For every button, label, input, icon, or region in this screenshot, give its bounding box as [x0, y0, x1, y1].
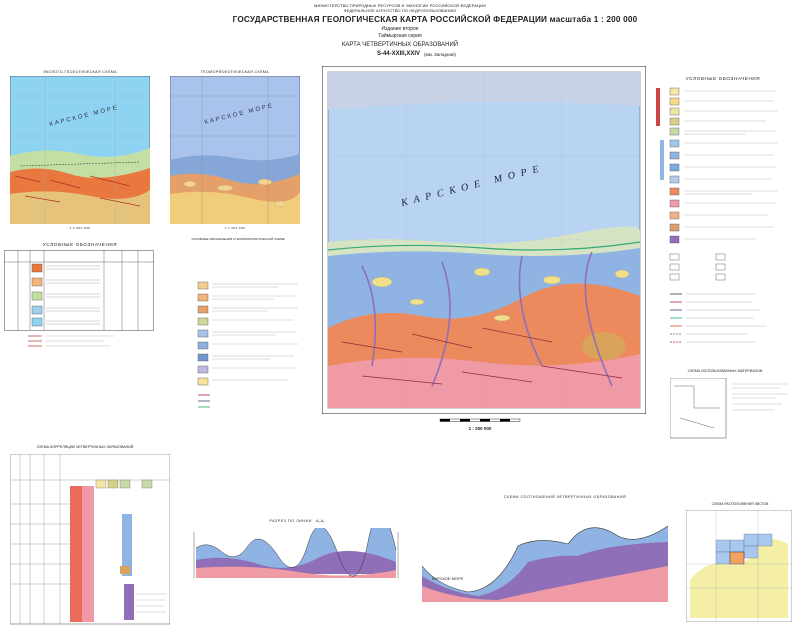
page-title: ГОСУДАРСТВЕННАЯ ГЕОЛОГИЧЕСКАЯ КАРТА РОСС…	[232, 15, 638, 24]
geomorph-map-scale: 1:1 000 000	[224, 226, 246, 230]
correlation-title: СХЕМА КОРРЕЛЯЦИИ ЧЕТВЕРТИЧНЫХ ОБРАЗОВАНИ…	[36, 445, 134, 449]
main-scale-bar	[439, 418, 521, 422]
index-map-title: СХЕМА РАСПОЛОЖЕНИЯ ЛИСТОВ	[711, 502, 769, 506]
main-map-scale: 1 : 200 000	[468, 426, 492, 431]
cross-section-profile	[193, 528, 399, 578]
profile-line-id: А₁-А₂	[316, 519, 325, 523]
relations-schema: КАРСКОЕ МОРЕ	[421, 525, 669, 602]
profile-title: РАЗРЕЗ ПО ЛИНИИ	[269, 519, 312, 523]
eco-map-title: ЭКОЛОГО-ГЕОЛОГИЧЕСКАЯ СХЕМА	[43, 70, 117, 74]
used-materials-title: СХЕМА ИСПОЛЬЗОВАННЫХ МАТЕРИАЛОВ	[687, 369, 763, 373]
geomorphological-map[interactable]: КАРСКОЕ МОРЕ	[170, 76, 300, 224]
eco-legend-table	[4, 250, 154, 347]
eco-geological-map[interactable]: КАРСКОЕ МОРЕ	[10, 76, 150, 224]
geomorph-legend	[197, 281, 298, 408]
map-type-title: КАРТА ЧЕТВЕРТИЧНЫХ ОБРАЗОВАНИЙ	[341, 42, 459, 48]
sheet-note: (мм. Западная)	[424, 52, 456, 57]
eco-legend-title: УСЛОВНЫЕ ОБОЗНАЧЕНИЯ	[42, 242, 118, 247]
main-quaternary-map[interactable]: КАРСКОЕ МОРЕ	[322, 66, 646, 414]
used-materials-schema	[670, 378, 788, 439]
relations-sea-label: КАРСКОЕ МОРЕ	[432, 576, 464, 581]
series-text: Таймырская серия	[378, 33, 422, 39]
eco-map-scale: 1:1 000 000	[69, 226, 91, 230]
geomorph-map-title: ГЕОМОРФОЛОГИЧЕСКАЯ СХЕМА	[200, 70, 270, 74]
main-legend	[656, 87, 778, 343]
geomorph-legend-title: УСЛОВНЫЕ ОБОЗНАЧЕНИЯ К ГЕОМОРФОЛОГИЧЕСКО…	[191, 237, 285, 241]
edition-text: Издание второе	[381, 26, 419, 32]
sheet-number: S-44-XXIII,XXIV	[376, 51, 420, 57]
agency-text: ФЕДЕРАЛЬНОЕ АГЕНТСТВО ПО НЕДРОПОЛЬЗОВАНИ…	[343, 8, 457, 13]
relations-title: СХЕМА СООТНОШЕНИЙ ЧЕТВЕРТИЧНЫХ ОБРАЗОВАН…	[503, 495, 627, 499]
correlation-schema	[10, 454, 170, 625]
main-legend-title: УСЛОВНЫЕ ОБОЗНАЧЕНИЯ	[685, 76, 761, 81]
ministry-text: МИНИСТЕРСТВО ПРИРОДНЫХ РЕСУРСОВ И ЭКОЛОГ…	[314, 3, 486, 8]
sheet-index-map[interactable]	[686, 510, 792, 622]
